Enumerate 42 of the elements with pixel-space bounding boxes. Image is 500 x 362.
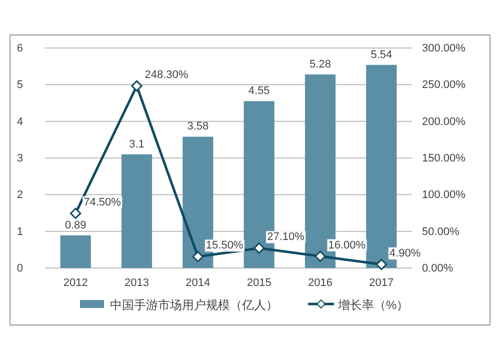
- data-label: 27.10%: [267, 231, 305, 244]
- y2-tick-label: 150.00%: [422, 152, 466, 165]
- y2-tick-label: 0.00%: [422, 262, 454, 275]
- point: [253, 242, 265, 254]
- y2-tick-label: 300.00%: [422, 42, 466, 55]
- x-tick-label: 2015: [246, 276, 272, 289]
- x-tick-label: 2014: [186, 276, 210, 289]
- data-label: 5.28: [310, 58, 331, 70]
- data-label: 3.58: [187, 120, 209, 133]
- data-label: 16.00%: [328, 239, 366, 252]
- y-tick-label: 1: [16, 226, 23, 238]
- y2-tick-label: 50.00%: [422, 226, 460, 238]
- data-label: 4.90%: [389, 247, 421, 260]
- data-label: 248.30%: [144, 68, 188, 81]
- y-tick-label: 4: [16, 116, 23, 128]
- data-label: 3.1: [129, 138, 144, 150]
- x-tick-label: 2017: [369, 276, 394, 289]
- x-tick-label: 2016: [308, 276, 332, 289]
- y-tick-label: 2: [16, 189, 23, 202]
- point: [70, 208, 82, 219]
- y2-tick-label: 100.00%: [422, 189, 466, 202]
- bar: [121, 154, 152, 268]
- y-tick-label: 5: [16, 79, 23, 92]
- legend-label: 增长率（%）: [337, 298, 409, 312]
- x-tick-label: 2013: [124, 276, 149, 289]
- data-label: 0.89: [64, 219, 86, 232]
- point: [314, 250, 326, 262]
- data-label: 4.55: [248, 85, 270, 98]
- y2-tick-label: 250.00%: [422, 79, 466, 92]
- x-tick-label: 2012: [63, 276, 88, 289]
- bar: [60, 235, 91, 268]
- y2-tick-label: 200.00%: [422, 116, 466, 128]
- legend-label: 中国手游市场用户规模（亿人）: [110, 298, 278, 312]
- y-tick-label: 6: [16, 42, 23, 55]
- data-label: 15.50%: [206, 240, 244, 252]
- y-tick-label: 0: [16, 262, 23, 275]
- point: [131, 80, 142, 92]
- point: [376, 258, 388, 270]
- data-label: 74.50%: [84, 196, 122, 208]
- y-tick-label: 3: [16, 152, 23, 165]
- data-label: 5.54: [370, 48, 392, 61]
- point: [192, 251, 204, 262]
